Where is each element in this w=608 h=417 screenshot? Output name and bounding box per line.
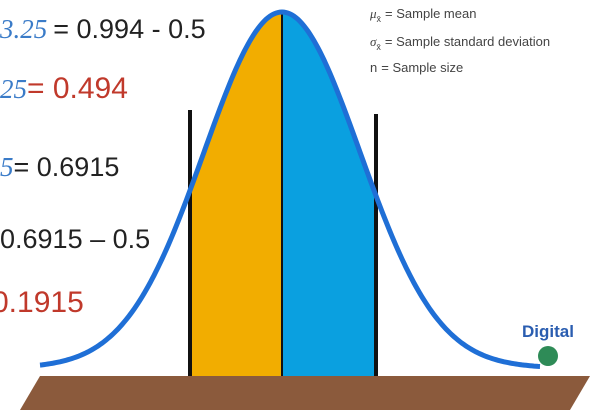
subscript: x̄: [377, 14, 382, 24]
equation: 25= 0.494: [0, 72, 128, 105]
eq-lhs: 5: [0, 152, 14, 182]
legend-text: = Sample standard deviation: [385, 34, 550, 49]
eq-rhs: = 0.6915: [14, 152, 120, 182]
equation: 5= 0.6915: [0, 152, 119, 182]
page: 3.25= 0.994 - 0.5 25= 0.494 5= 0.6915 0.…: [0, 0, 608, 417]
legend-text: = Sample size: [381, 60, 463, 75]
eq-rhs: = 0.994 - 0.5: [53, 14, 205, 44]
logo: Digital: [522, 322, 574, 341]
symbol: n: [370, 60, 377, 75]
diagram: 3.25= 0.994 - 0.5 25= 0.494 5= 0.6915 0.…: [0, 0, 608, 417]
wood-base: [20, 376, 590, 410]
legend-item: n = Sample size: [370, 60, 463, 75]
eq-lhs: 25: [0, 74, 27, 104]
subscript: x̄: [376, 42, 381, 52]
eq-rhs: = 0.494: [27, 72, 128, 105]
legend-text: = Sample mean: [385, 6, 476, 21]
equation: 3.25= 0.994 - 0.5: [0, 14, 206, 44]
legend-item: σx̄= Sample standard deviation: [370, 34, 550, 52]
logo-globe: [538, 346, 558, 366]
equation: 0.6915 – 0.5: [0, 224, 150, 254]
legend-item: μx̄= Sample mean: [369, 6, 476, 24]
equation: 0.1915: [0, 286, 84, 319]
eq-lhs: 3.25: [0, 14, 47, 44]
